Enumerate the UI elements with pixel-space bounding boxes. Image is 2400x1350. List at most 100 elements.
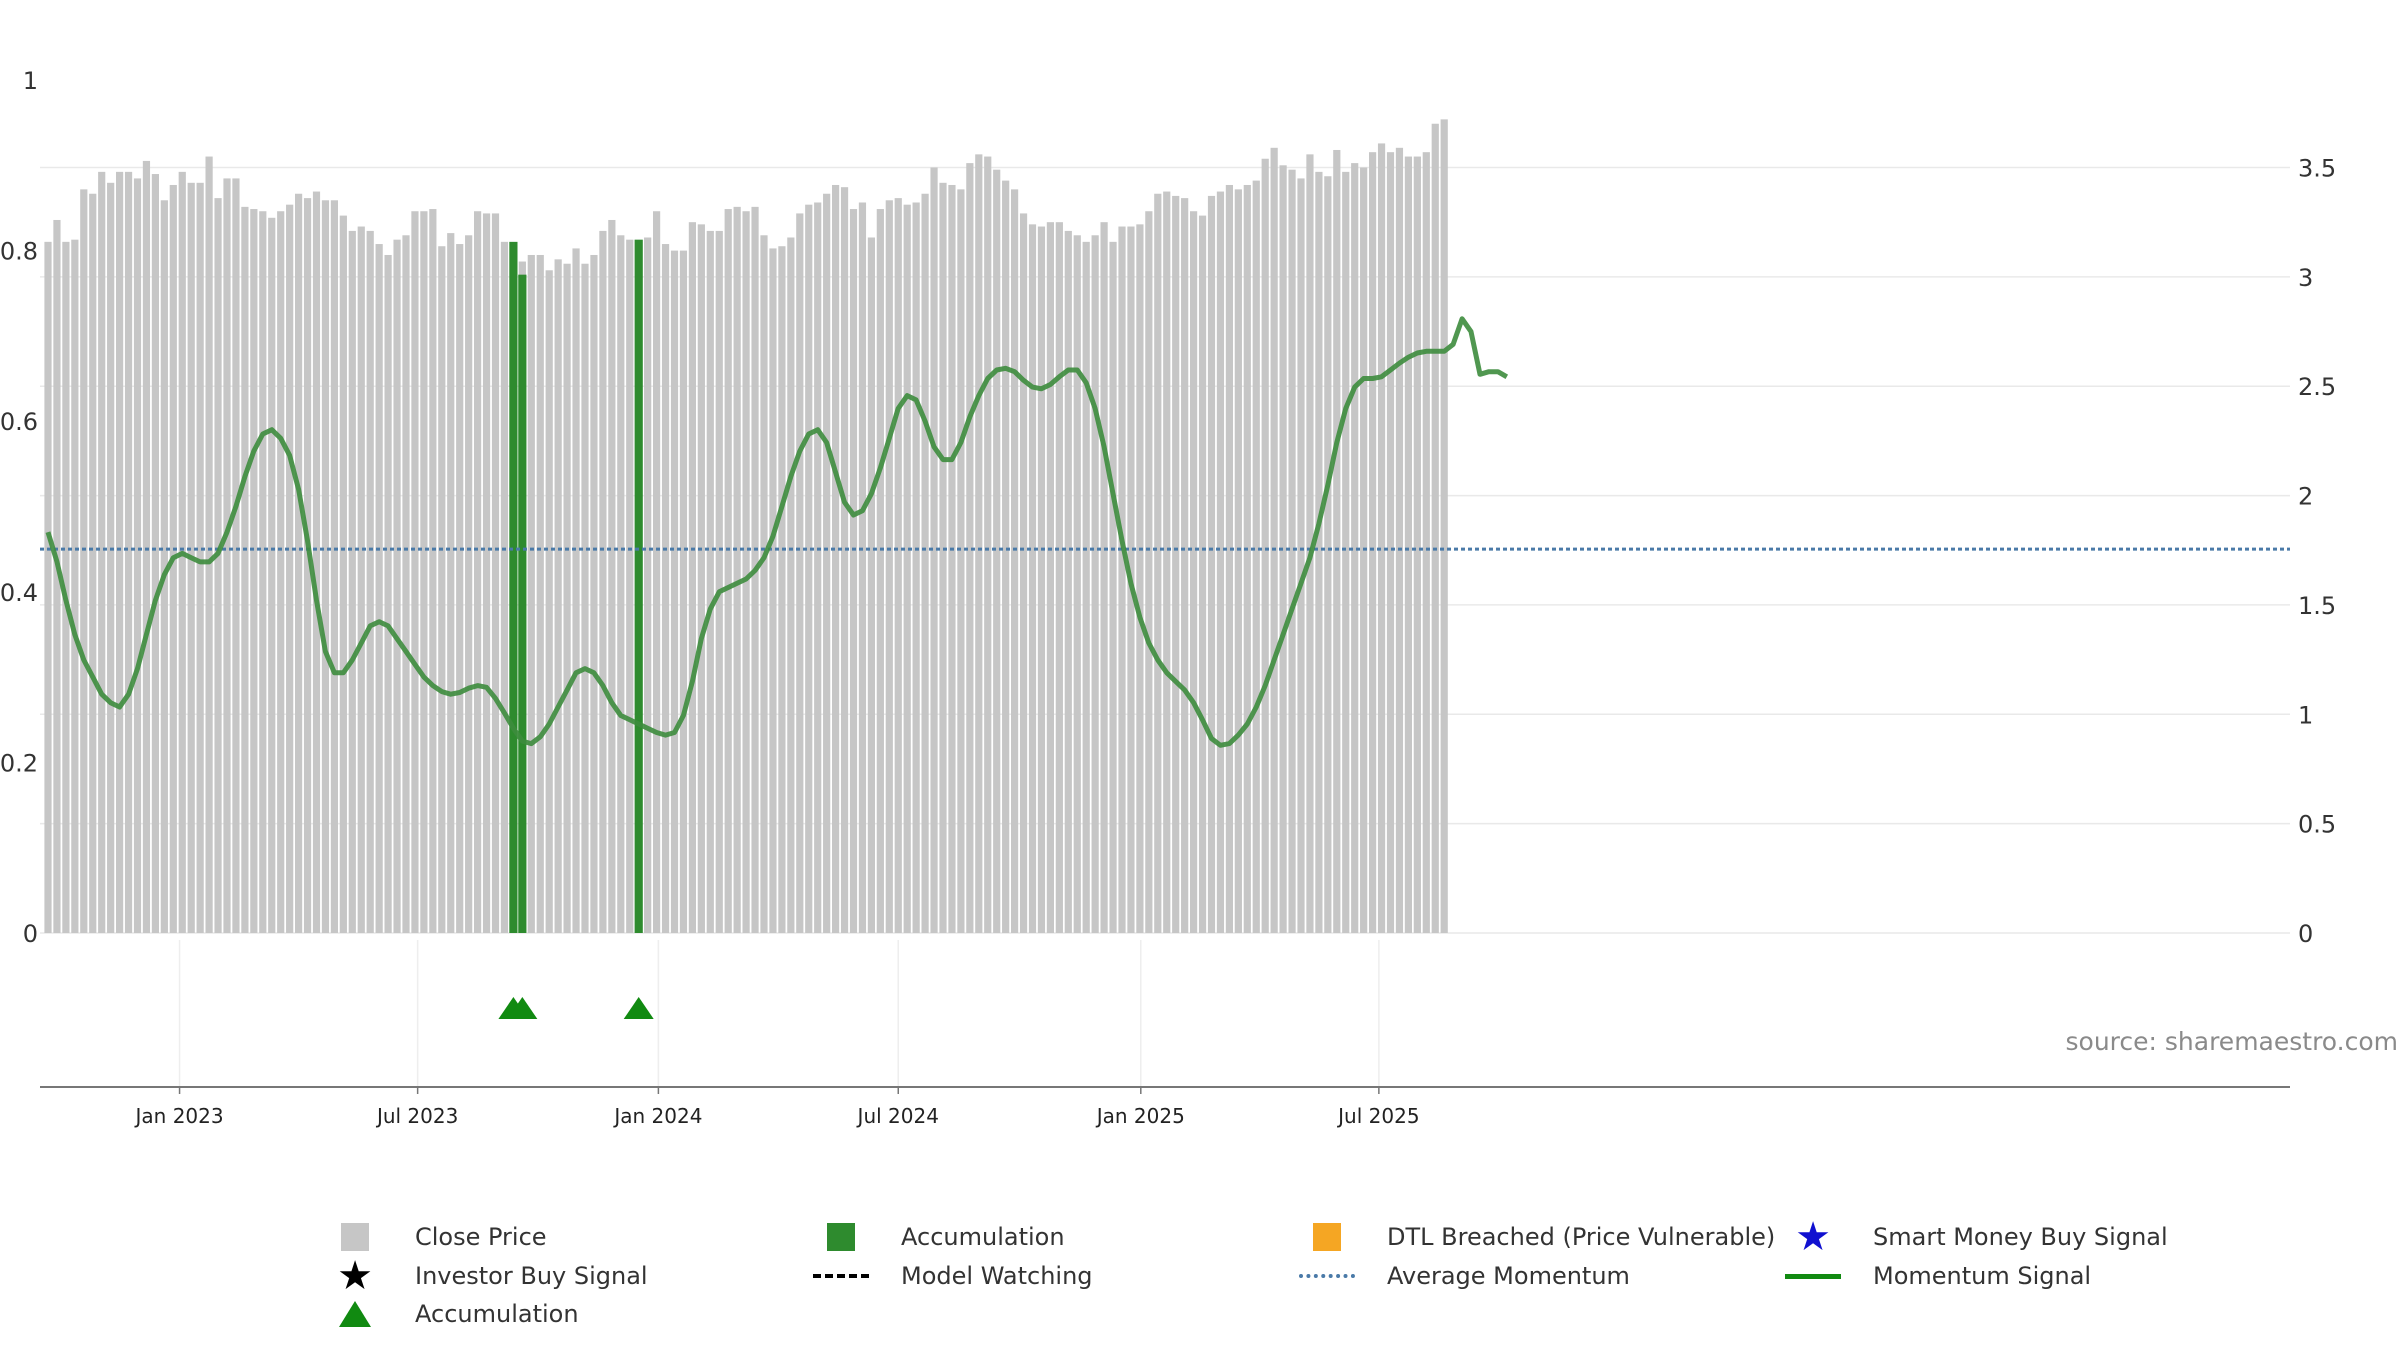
close-price-bar [939,182,947,934]
accumulation-markers [498,997,654,1019]
accumulation-marker [623,997,654,1019]
close-price-bar [733,206,741,933]
close-price-bar [608,219,616,933]
close-price-bar [984,156,992,934]
close-price-bar [1351,163,1359,934]
close-price-bar [742,211,750,933]
close-price-bar [1422,152,1430,933]
close-price-bar [948,184,956,933]
close-price-bar [966,163,974,934]
close-price-bar [644,237,652,933]
close-price-bar [912,202,920,933]
close-price-bar [1324,176,1332,933]
accumulation-bar [634,239,643,933]
close-price-bar [98,171,106,933]
close-price-bar [44,241,52,933]
close-price-bar [384,254,392,933]
left-axis-tick-label: 1 [23,67,38,95]
close-price-bar [1198,215,1207,934]
close-price-bar [1172,195,1180,933]
close-price-bar [259,211,267,933]
close-price-bar [62,241,70,933]
accumulation-bar [509,241,518,933]
close-price-bar [89,193,97,933]
close-price-bar [545,270,553,933]
close-price-bar [402,235,410,934]
close-price-bar [1064,230,1072,933]
close-price-bar [590,254,598,933]
close-price-bar [1118,226,1126,934]
close-price-bar [1261,158,1269,933]
close-price-bar [420,211,428,933]
close-price-bar [858,202,867,933]
close-price-bar [1055,222,1063,933]
close-price-bar [53,219,61,933]
close-price-bar [1011,189,1019,933]
left-axis-ticks: 0 0.2 0.4 0.6 0.8 1 [0,67,38,948]
right-axis-tick-label: 1.5 [2298,592,2336,620]
close-price-bars [44,119,1448,934]
close-price-bar [1288,169,1296,933]
close-price-bar [214,198,222,934]
close-price-bar [536,254,544,933]
close-price-bar [1002,180,1010,934]
close-price-bar [411,211,419,933]
close-price-bar [1216,191,1225,934]
right-axis-tick-label: 2 [2298,483,2313,511]
x-axis-tick-label: Jan 2023 [134,1104,224,1128]
close-price-bar [563,263,571,933]
close-price-bar [1207,195,1216,933]
close-price-bar [142,160,151,933]
left-axis-tick-label: 0.4 [0,579,38,607]
close-price-bar [286,204,294,933]
close-price-bar [312,191,321,934]
close-price-bar [527,254,535,933]
close-price-bar [617,235,625,934]
close-price-bar [626,239,634,933]
close-price-bar [1046,222,1054,933]
close-price-bar [366,230,374,933]
close-price-bar [205,156,213,934]
close-price-bar [894,198,902,934]
close-price-bar [1377,143,1386,933]
close-price-bar [957,189,965,933]
close-price-bar [814,202,822,933]
close-price-bar [840,187,849,933]
close-price-bar [357,226,365,934]
close-price-bar [769,248,777,933]
close-price-bar [330,200,338,934]
close-price-bar [71,239,79,933]
close-price-bar [1243,184,1251,933]
close-price-bar [456,244,464,934]
close-price-bar [232,178,240,933]
close-price-bar [1395,147,1404,934]
close-price-bar [885,200,893,934]
close-price-bar [375,244,383,934]
right-axis-ticks: 0 0.5 1 1.5 2 2.5 3 3.5 [2298,154,2336,948]
close-price-bar [1091,235,1099,934]
close-price-bar [653,211,661,933]
close-price-bar [715,230,723,933]
close-price-bar [867,237,875,933]
close-price-bar [1163,191,1171,934]
right-axis-tick-label: 3 [2298,264,2313,292]
momentum-signal-line [45,316,1509,748]
close-price-bar [832,184,840,933]
close-price-bar [599,230,607,933]
close-price-bar [661,244,670,934]
close-price-bar [1440,119,1448,933]
close-price-bar [1315,171,1323,933]
close-price-bar [1404,156,1412,934]
close-price-bar [303,198,312,934]
close-price-bar [930,167,938,933]
x-axis-tick-label: Jan 2025 [1095,1104,1185,1128]
close-price-bar [778,246,786,933]
close-price-bar [438,246,446,933]
x-axis-tick-label: Jan 2024 [612,1104,702,1128]
close-price-bar [1306,154,1314,933]
close-price-bar [250,209,258,934]
close-price-bar [277,211,285,933]
close-price-bar [1154,193,1162,933]
close-price-bar [1019,213,1028,933]
